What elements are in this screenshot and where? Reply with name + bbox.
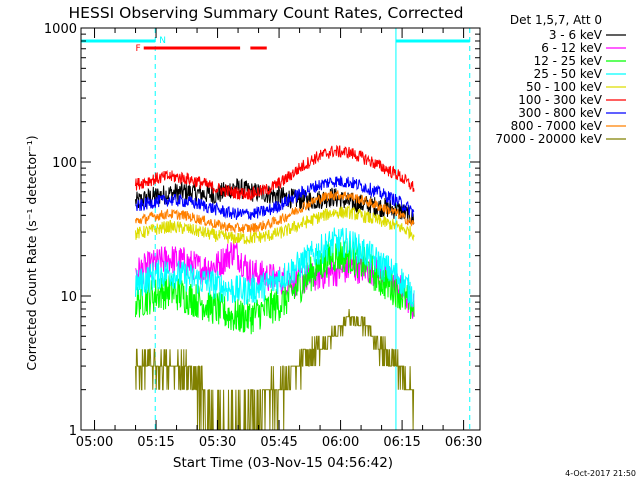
y-tick-label-10: 10	[60, 290, 77, 305]
legend-title: Det 1,5,7, Att 0	[510, 13, 602, 27]
series-line-3	[135, 240, 415, 335]
y-tick-label-1: 1	[69, 424, 77, 439]
x-tick-label-3: 05:45	[260, 435, 297, 450]
flag-label-n: N	[159, 36, 166, 46]
plot-area: FN	[80, 28, 471, 431]
legend-label-3: 12 - 25 keV	[534, 54, 603, 68]
x-axis-label: Start Time (03-Nov-15 04:56:42)	[173, 455, 393, 471]
x-tick-label-5: 06:15	[383, 435, 420, 450]
series-line-4	[135, 227, 415, 308]
plot-frame	[80, 27, 481, 431]
legend-label-5: 50 - 100 keV	[526, 80, 603, 94]
flag-label-f: F	[136, 44, 141, 54]
x-tick-label-0: 05:00	[76, 435, 113, 450]
axes: 1 10 100 1000 05:00 05:15 05:30 05:45 06:00 06:15…	[44, 22, 482, 450]
legend-label-8: 800 - 7000 keV	[511, 119, 603, 133]
chart-title: HESSI Observing Summary Count Rates, Cor…	[69, 4, 464, 22]
x-tick-label-6: 06:30	[445, 435, 482, 450]
generated-timestamp: 4-Oct-2017 21:50	[565, 469, 636, 478]
series-line-6	[135, 144, 415, 201]
y-tick-label-1000: 1000	[44, 22, 77, 37]
series-line-7	[135, 175, 415, 220]
legend-label-2: 6 - 12 keV	[541, 41, 603, 55]
legend-label-6: 100 - 300 keV	[518, 93, 602, 107]
series-line-8	[135, 190, 415, 234]
legend-label-1: 3 - 6 keV	[549, 28, 603, 42]
x-tick-label-2: 05:30	[199, 435, 236, 450]
x-tick-label-4: 06:00	[322, 435, 359, 450]
x-tick-label-1: 05:15	[137, 435, 174, 450]
legend-label-9: 7000 - 20000 keV	[495, 132, 602, 146]
y-tick-label-100: 100	[52, 156, 77, 171]
series-line-9	[135, 308, 415, 431]
y-axis-label: Corrected Count Rate (s⁻¹ detector⁻¹)	[24, 135, 39, 370]
series-line-2	[135, 240, 415, 319]
series-line-5	[135, 204, 415, 245]
legend-label-4: 25 - 50 keV	[534, 67, 603, 81]
legend-label-7: 300 - 800 keV	[518, 106, 602, 120]
